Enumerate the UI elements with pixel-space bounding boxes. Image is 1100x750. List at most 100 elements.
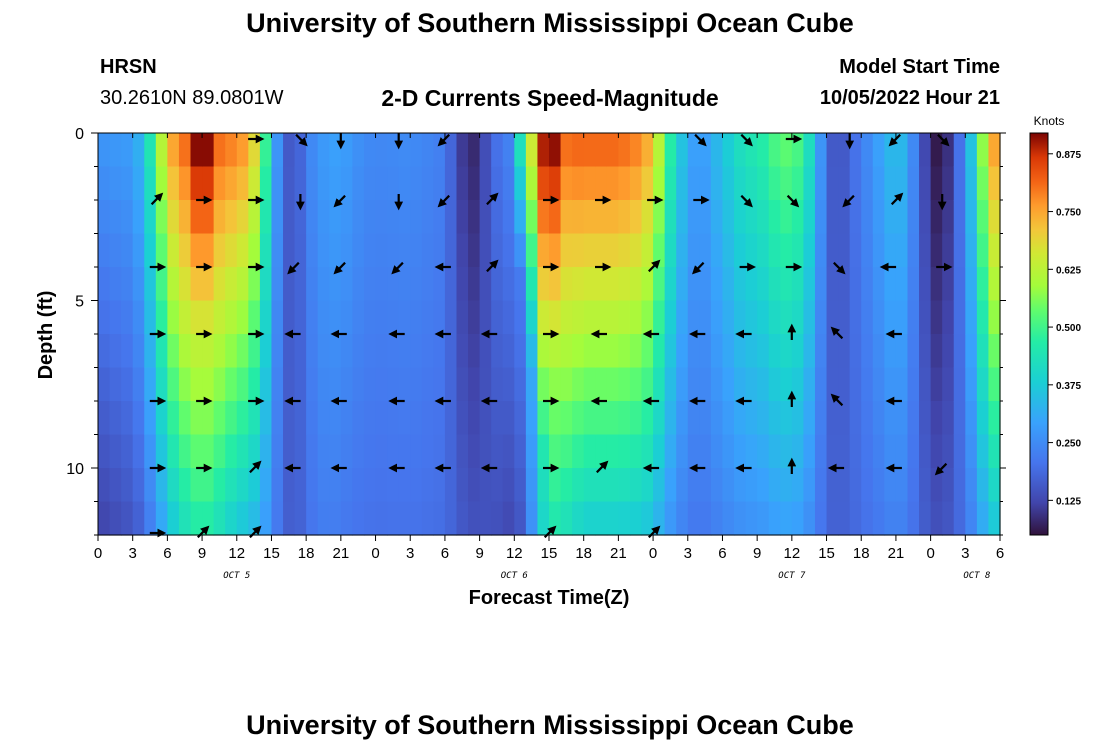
heatmap-cell bbox=[294, 367, 307, 402]
heatmap-cell bbox=[121, 501, 134, 536]
heatmap-cell bbox=[525, 468, 539, 503]
current-vector-arrow bbox=[437, 133, 450, 147]
heatmap-cell bbox=[745, 401, 758, 436]
heatmap-cell bbox=[410, 200, 423, 235]
heatmap-cell bbox=[132, 200, 145, 235]
heatmap-cell bbox=[433, 501, 446, 536]
heatmap-cell bbox=[734, 468, 747, 503]
heatmap-cell bbox=[861, 267, 874, 302]
heatmap-cell bbox=[306, 401, 319, 436]
heatmap-cell bbox=[814, 133, 828, 168]
heatmap-cell bbox=[757, 300, 770, 335]
heatmap-cell bbox=[340, 200, 354, 235]
heatmap-cell bbox=[236, 200, 249, 235]
x-tick-label: 21 bbox=[333, 545, 350, 562]
heatmap-cell bbox=[595, 334, 608, 369]
heatmap-cell bbox=[699, 233, 712, 268]
heatmap-cell bbox=[583, 166, 596, 201]
heatmap-cell bbox=[861, 401, 874, 436]
heatmap-cell bbox=[803, 401, 816, 436]
heatmap-cell bbox=[641, 166, 654, 201]
heatmap-cell bbox=[745, 267, 758, 302]
heatmap-cell bbox=[757, 367, 770, 402]
heatmap-cell bbox=[236, 133, 249, 168]
heatmap-cell bbox=[375, 233, 388, 268]
heatmap-cell bbox=[178, 334, 192, 369]
heatmap-cell bbox=[491, 367, 504, 402]
heatmap-cell bbox=[444, 166, 458, 201]
heatmap-cell bbox=[629, 367, 643, 402]
heatmap-cell bbox=[872, 501, 885, 536]
heatmap-cell bbox=[560, 166, 573, 201]
heatmap-cell bbox=[479, 401, 492, 436]
heatmap-cell bbox=[479, 367, 492, 402]
heatmap-cell bbox=[190, 166, 203, 201]
heatmap-cell bbox=[178, 401, 192, 436]
current-vector-arrow bbox=[694, 133, 707, 147]
heatmap-cell bbox=[699, 401, 712, 436]
heatmap-cell bbox=[942, 468, 955, 503]
heatmap-cell bbox=[202, 434, 215, 469]
heatmap-cell bbox=[838, 300, 851, 335]
heatmap-cell bbox=[618, 401, 631, 436]
heatmap-cell bbox=[444, 468, 458, 503]
heatmap-cell bbox=[225, 401, 238, 436]
heatmap-cell bbox=[606, 468, 619, 503]
heatmap-cell bbox=[710, 200, 724, 235]
heatmap-cell bbox=[606, 133, 619, 168]
heatmap-cell bbox=[895, 200, 909, 235]
heatmap-cell bbox=[236, 166, 249, 201]
heatmap-cell bbox=[132, 401, 145, 436]
heatmap-cell bbox=[572, 166, 585, 201]
heatmap-cell bbox=[942, 166, 955, 201]
heatmap-cell bbox=[988, 300, 1001, 335]
heatmap-cell bbox=[791, 166, 805, 201]
heatmap-cell bbox=[317, 367, 330, 402]
heatmap-cell bbox=[259, 133, 273, 168]
heatmap-cell bbox=[768, 200, 781, 235]
heatmap-cell bbox=[306, 468, 319, 503]
heatmap-cell bbox=[803, 468, 816, 503]
heatmap-cell bbox=[398, 133, 411, 168]
heatmap-cell bbox=[965, 133, 978, 168]
heatmap-cell bbox=[398, 434, 411, 469]
heatmap-cell bbox=[814, 434, 828, 469]
heatmap-cell bbox=[872, 367, 885, 402]
heatmap-cell bbox=[583, 401, 596, 436]
heatmap-cell bbox=[236, 501, 249, 536]
heatmap-cell bbox=[421, 166, 434, 201]
heatmap-cell bbox=[907, 434, 920, 469]
heatmap-cell bbox=[861, 166, 874, 201]
current-vector-arrow bbox=[333, 194, 346, 208]
heatmap-cell bbox=[953, 501, 966, 536]
heatmap-cell bbox=[236, 300, 249, 335]
heatmap-cell bbox=[872, 200, 885, 235]
heatmap-cell bbox=[942, 267, 955, 302]
heatmap-cell bbox=[340, 133, 354, 168]
heatmap-cell bbox=[884, 267, 897, 302]
heatmap-cell bbox=[676, 267, 689, 302]
heatmap-cell bbox=[456, 300, 469, 335]
heatmap-cell bbox=[236, 267, 249, 302]
heatmap-cell bbox=[537, 233, 550, 268]
heatmap-cell bbox=[641, 334, 654, 369]
heatmap-cell bbox=[976, 367, 990, 402]
heatmap-cell bbox=[780, 501, 793, 536]
colorbar-tick-label: 0.125 bbox=[1056, 496, 1081, 507]
heatmap-cell bbox=[294, 401, 307, 436]
colorbar-tick-label: 0.750 bbox=[1056, 208, 1081, 219]
current-vector-arrow bbox=[543, 525, 557, 539]
heatmap-cell bbox=[363, 401, 377, 436]
heatmap-cell bbox=[757, 267, 770, 302]
heatmap-cell bbox=[352, 166, 365, 201]
heatmap-cell bbox=[340, 367, 354, 402]
heatmap-cell bbox=[653, 200, 666, 235]
heatmap-cell bbox=[433, 133, 446, 168]
heatmap-cell bbox=[98, 300, 111, 335]
heatmap-cell bbox=[710, 334, 724, 369]
heatmap-cell bbox=[456, 334, 469, 369]
current-vector-arrow bbox=[740, 133, 753, 147]
heatmap-cell bbox=[895, 233, 909, 268]
heatmap-cell bbox=[549, 166, 562, 201]
heatmap-cell bbox=[988, 233, 1001, 268]
